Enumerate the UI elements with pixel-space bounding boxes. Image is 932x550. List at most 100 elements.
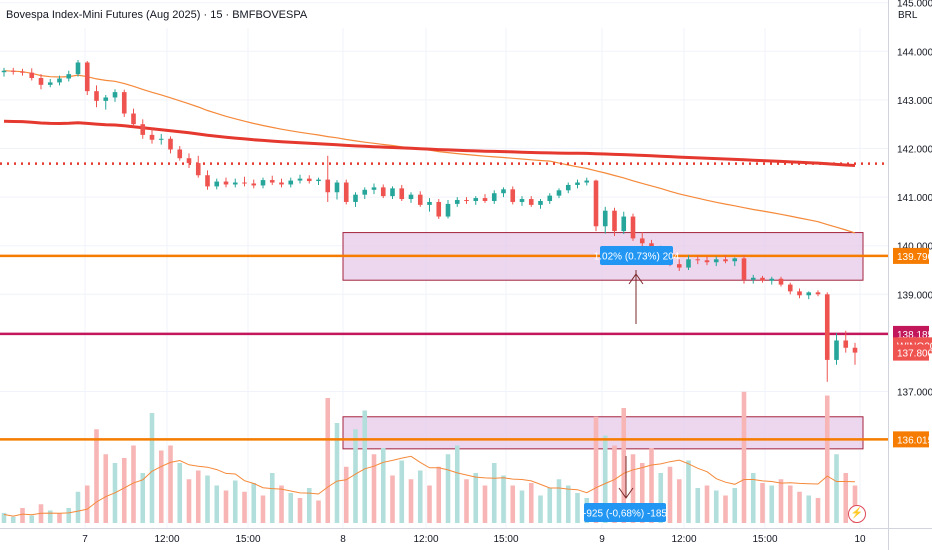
candle-body (612, 210, 617, 232)
candle-body (639, 238, 645, 244)
candle-body (621, 216, 627, 232)
volume-bar (232, 480, 238, 523)
volume-bar (223, 490, 229, 523)
candle-body (695, 259, 701, 261)
x-tick-label: 12:00 (671, 534, 696, 545)
volume-bar (658, 473, 664, 523)
volume-bar (639, 463, 645, 523)
candle-body (760, 277, 765, 281)
volume-bar (380, 448, 386, 523)
candle-body (38, 78, 44, 85)
volume-bar (621, 408, 627, 523)
volume-bar (362, 410, 368, 523)
volume-bar (297, 498, 303, 523)
ma-slow-line (3, 119, 856, 167)
volume-bar (778, 479, 784, 523)
volume-bar (353, 429, 358, 523)
candle-body (103, 97, 109, 101)
candle-body (528, 199, 534, 205)
volume-bars (1, 391, 858, 523)
candle-body (251, 183, 257, 186)
volume-bar (852, 485, 858, 523)
volume-bar (168, 445, 173, 523)
y-tick-label: 140.000 (897, 242, 932, 253)
candle-body (602, 210, 608, 227)
x-tick-label: 8 (340, 534, 346, 545)
x-tick-label: 9 (599, 534, 605, 545)
volume-bar (436, 466, 442, 523)
candle-body (630, 216, 636, 239)
candle-body (343, 182, 349, 202)
volume-bar (140, 473, 146, 523)
currency-label[interactable]: BRL (898, 10, 918, 21)
candle-body (121, 92, 127, 114)
price-tag-label: 137.800 (897, 349, 932, 360)
volume-bar (556, 479, 562, 523)
candle-body (806, 292, 812, 296)
volume-bar (195, 470, 201, 523)
volume-bar (806, 495, 812, 523)
volume-bar (649, 448, 654, 523)
measure-down-label: -925 (-0,68%) -185 (583, 509, 667, 520)
candle-body (10, 70, 16, 72)
volume-bar (269, 473, 275, 523)
candle-body (186, 158, 192, 164)
volume-bar (501, 475, 506, 523)
candle-body (704, 260, 710, 263)
volume-bar (84, 485, 90, 523)
measure-up-label: 1.02% (0.73%) 204 (594, 252, 680, 263)
volume-bar (343, 466, 349, 523)
candle-body (427, 201, 432, 205)
candle-body (195, 163, 201, 176)
candle-body (75, 62, 81, 75)
volume-bar (121, 458, 127, 523)
candle-body (852, 347, 858, 353)
candle-body (205, 175, 210, 187)
volume-ma-line (3, 455, 856, 517)
candle-body (538, 200, 543, 205)
candle-body (473, 198, 479, 201)
volume-bar (57, 513, 62, 523)
candle-body (232, 182, 238, 185)
candle-body (20, 71, 25, 73)
candle-body (843, 340, 849, 348)
volume-bar (676, 479, 682, 523)
candle-body (482, 198, 488, 201)
volume-bar (94, 429, 99, 523)
candle-body (84, 62, 90, 92)
flash-icon[interactable]: ⚡ (848, 505, 866, 523)
y-tick-label: 142.000 (897, 145, 932, 156)
volume-bar (473, 473, 479, 523)
volume-bar (787, 485, 793, 523)
volume-bar (427, 485, 432, 523)
price-tag-label: 138.185 (897, 330, 932, 341)
candle-body (371, 187, 377, 190)
price-tag (893, 344, 929, 361)
volume-ma (3, 455, 856, 517)
volume-bar (575, 493, 580, 523)
volume-bar (445, 454, 451, 523)
candle-body (732, 258, 738, 262)
candle-body (380, 187, 386, 197)
volume-bar (713, 490, 719, 523)
volume-bar (306, 488, 312, 523)
candle-body (297, 178, 303, 181)
volume-bar (593, 416, 599, 523)
y-tick-label: 139.000 (897, 290, 932, 301)
candle-body (778, 278, 784, 285)
volume-bar (288, 493, 294, 523)
candle-body (94, 91, 99, 101)
candle-body (454, 200, 460, 204)
candle-body (149, 134, 155, 140)
candle-body (834, 340, 839, 360)
measure-down-box (584, 503, 666, 522)
price-tag-label: 136.015 (897, 435, 932, 446)
volume-bar (251, 483, 257, 523)
candle-body (390, 188, 395, 197)
candle-body (57, 78, 62, 83)
volume-bar (279, 485, 284, 523)
volume-bar (334, 423, 340, 523)
measure-up-box (600, 246, 673, 265)
candle-body (593, 180, 599, 227)
